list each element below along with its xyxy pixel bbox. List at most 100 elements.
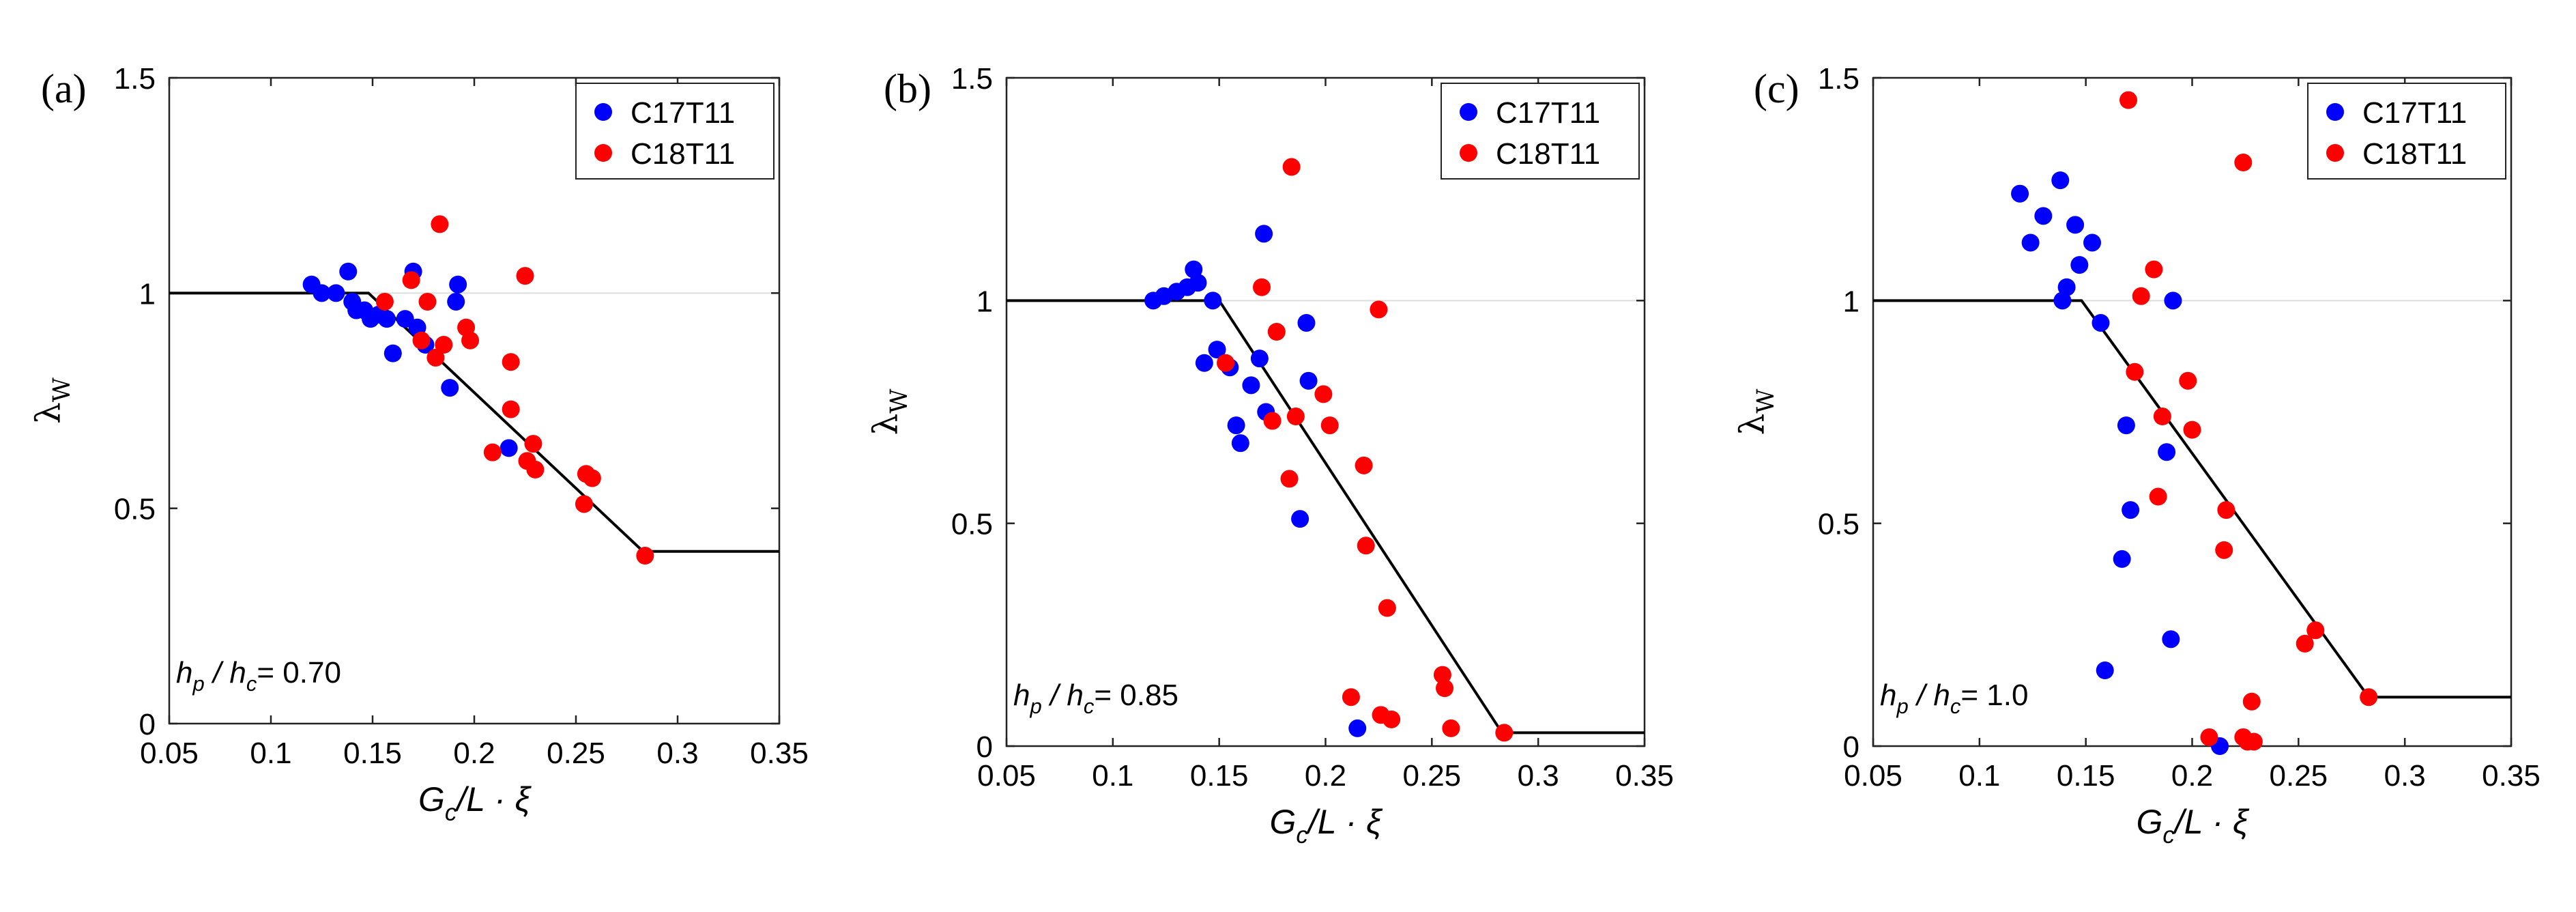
point-c17t11 [313, 284, 331, 302]
point-c18t11 [1263, 412, 1282, 430]
x-tick-label: 0.2 [2171, 759, 2213, 793]
point-c17t11 [447, 292, 465, 311]
point-c17t11 [1297, 313, 1316, 332]
x-tick-label: 0.25 [547, 737, 605, 770]
point-c18t11 [1357, 537, 1375, 555]
point-c18t11 [636, 547, 654, 565]
point-c17t11 [1189, 274, 1207, 292]
point-c17t11 [339, 262, 358, 281]
x-axis-label: Gc​/L · ξ [418, 780, 532, 826]
y-tick-label: 1 [976, 285, 993, 318]
point-c18t11 [2126, 362, 2144, 381]
point-c18t11 [426, 348, 445, 367]
ratio-annotation: hp​ / hc​= 0.85 [1013, 679, 1178, 718]
legend-marker [2326, 144, 2344, 162]
point-c17t11 [1242, 376, 1260, 395]
point-c18t11 [2215, 541, 2233, 559]
panel-label-b: (b) [884, 66, 931, 111]
point-c17t11 [500, 439, 518, 457]
point-c18t11 [2145, 260, 2163, 279]
point-c18t11 [1370, 300, 1388, 319]
point-c17t11 [2117, 416, 2135, 435]
y-axis-label: λW​ [29, 377, 76, 424]
point-c17t11 [1204, 291, 1222, 310]
point-c17t11 [1348, 719, 1367, 737]
series-C18T11 [2119, 91, 2378, 751]
point-c18t11 [1495, 724, 1514, 742]
point-c18t11 [526, 460, 545, 479]
point-c18t11 [2360, 688, 2378, 707]
y-tick-label: 1 [139, 277, 156, 311]
point-c18t11 [1267, 323, 1286, 341]
x-tick-label: 0.1 [1958, 759, 2000, 793]
point-c17t11 [2070, 256, 2089, 274]
panel-label-a: (a) [41, 66, 87, 111]
x-axis-label: Gc​/L · ξ [1270, 803, 1384, 849]
point-c18t11 [2179, 371, 2197, 390]
point-c17t11 [1291, 510, 1309, 528]
point-c18t11 [1342, 688, 1360, 707]
point-c18t11 [1282, 158, 1301, 176]
x-tick-label: 0.25 [1403, 759, 1462, 793]
y-tick-label: 1.5 [114, 62, 156, 96]
point-c18t11 [435, 336, 453, 354]
x-tick-label: 0.35 [2482, 759, 2541, 793]
point-c17t11 [2066, 216, 2085, 234]
panel-c: (c) 0.05 0.1 0.15 0.2 0.25 0.3 0.35 0 0.5 1 1.5 Gc​/… [1733, 62, 2541, 849]
point-c17t11 [1208, 341, 1226, 359]
x-tick-label: 0.2 [453, 737, 495, 770]
point-c18t11 [583, 469, 601, 487]
point-c17t11 [441, 379, 459, 397]
point-c18t11 [1280, 470, 1299, 488]
legend-label: C17T11 [1496, 96, 1600, 130]
point-c18t11 [1217, 354, 1235, 372]
legend-marker [1460, 103, 1477, 121]
x-tick-label: 0.15 [2057, 759, 2115, 793]
point-c18t11 [2132, 287, 2150, 305]
legend-marker [2326, 103, 2344, 121]
point-c18t11 [516, 267, 534, 285]
legend-marker [594, 103, 612, 121]
point-c17t11 [2057, 278, 2076, 296]
point-c18t11 [412, 331, 431, 350]
legend-box [1441, 83, 1640, 180]
point-c17t11 [2164, 291, 2182, 310]
point-c18t11 [1436, 679, 1454, 698]
point-c18t11 [2234, 154, 2253, 172]
y-tick-label: 0 [139, 708, 156, 741]
x-tick-label: 0.35 [750, 737, 809, 770]
y-tick-label: 0 [976, 730, 993, 764]
legend-marker [594, 144, 612, 162]
y-tick-label: 0.5 [114, 493, 156, 526]
point-c18t11 [575, 495, 593, 513]
legend-box [2307, 83, 2506, 180]
point-c17t11 [2162, 630, 2180, 649]
point-c17t11 [1195, 354, 1213, 372]
point-c18t11 [1355, 456, 1373, 474]
point-c18t11 [402, 271, 420, 289]
ratio-annotation: hp​ / hc​= 1.0 [1880, 679, 2028, 718]
legend-label: C17T11 [2362, 96, 2467, 130]
point-c18t11 [1286, 408, 1305, 426]
point-c18t11 [375, 292, 394, 311]
point-c17t11 [2122, 501, 2140, 519]
point-c17t11 [2021, 233, 2040, 252]
y-tick-label: 1 [1843, 285, 1859, 318]
legend-label: C18T11 [631, 137, 735, 171]
y-tick-label: 1.5 [951, 62, 993, 96]
point-c18t11 [1378, 599, 1396, 617]
series-C18T11 [375, 215, 654, 565]
ratio-annotation: hp​ / hc​= 0.70 [176, 656, 341, 696]
x-tick-label: 0.3 [1518, 759, 1559, 793]
series-C17T11 [302, 262, 518, 457]
x-tick-label: 0.3 [2384, 759, 2426, 793]
y-tick-label: 1.5 [1818, 62, 1859, 96]
x-tick-label: 0.15 [1190, 759, 1249, 793]
point-c18t11 [461, 331, 480, 350]
point-c18t11 [1442, 719, 1460, 737]
point-c18t11 [2153, 408, 2171, 426]
point-c17t11 [1231, 434, 1249, 453]
point-c18t11 [1320, 416, 1339, 435]
x-tick-label: 0.1 [250, 737, 291, 770]
